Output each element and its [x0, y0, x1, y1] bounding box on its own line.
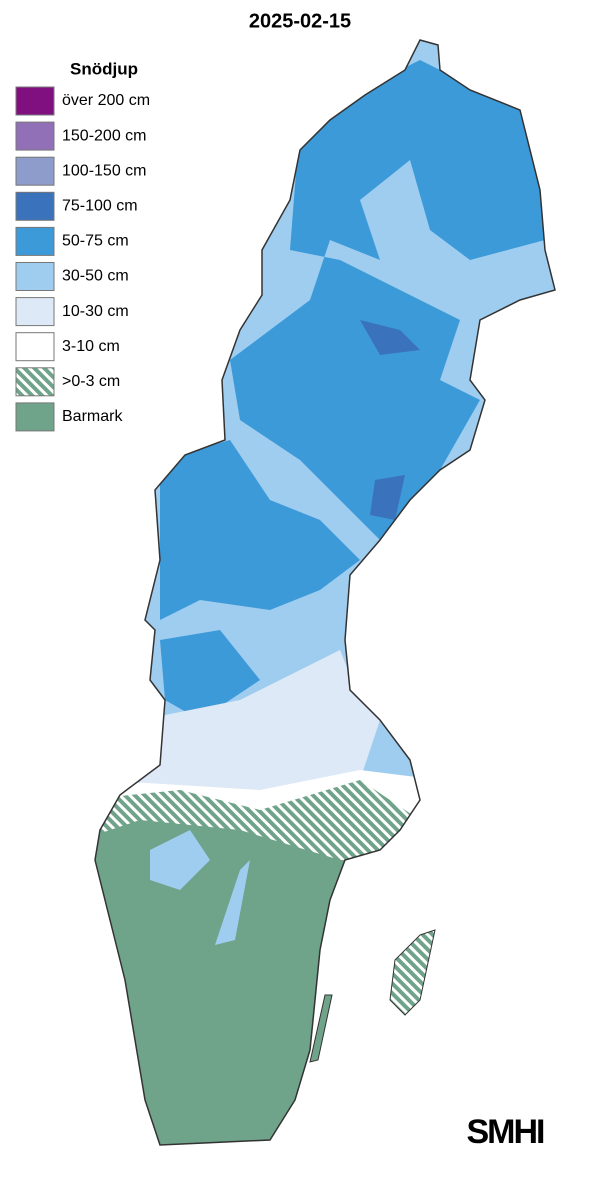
- legend-swatch: [15, 191, 55, 221]
- legend-label: 100-150 cm: [62, 162, 147, 179]
- legend-swatch: [15, 121, 55, 151]
- legend-label: 30-50 cm: [62, 268, 129, 285]
- legend-swatch: [15, 402, 55, 432]
- oland: [309, 994, 333, 1063]
- legend-label: 3-10 cm: [62, 338, 120, 355]
- gotland: [389, 929, 436, 1016]
- legend-label: över 200 cm: [62, 92, 150, 109]
- legend-swatch: [15, 226, 55, 256]
- legend-swatch: [15, 332, 55, 362]
- legend-title: Snödjup: [70, 59, 138, 78]
- logo: SMHI: [467, 1113, 545, 1151]
- legend-swatch: [15, 367, 55, 397]
- legend-swatch: [15, 262, 55, 291]
- legend-label: 75-100 cm: [62, 198, 138, 215]
- legend-swatch: [15, 297, 55, 327]
- legend-label: 50-75 cm: [62, 233, 129, 250]
- legend: Snödjup över 200 cm 150-200 cm 100-150 cm 7…: [15, 59, 150, 432]
- legend-swatch: [15, 156, 55, 186]
- map-title: 2025-02-15: [249, 10, 351, 32]
- legend-label: 150-200 cm: [62, 127, 147, 144]
- legend-swatch: [15, 86, 55, 116]
- legend-label: >0-3 cm: [62, 373, 120, 390]
- legend-label: 10-30 cm: [62, 303, 129, 320]
- legend-label: Barmark: [62, 408, 123, 425]
